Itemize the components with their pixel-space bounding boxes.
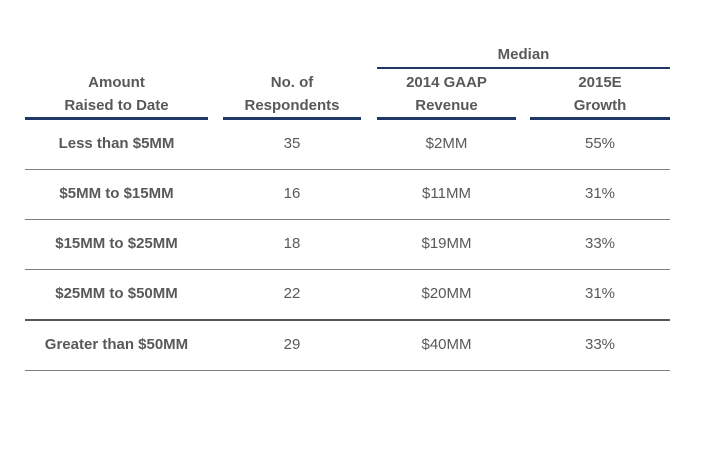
cell-revenue: $11MM <box>422 185 471 202</box>
cell-amount: Less than $5MM <box>58 135 175 152</box>
cell-respondents: 18 <box>283 235 301 252</box>
cell-respondents: 29 <box>283 336 301 353</box>
cell-revenue: $40MM <box>421 336 472 353</box>
column-rule-growth <box>530 117 670 120</box>
column-header-respondents: No. of Respondents <box>223 71 361 117</box>
column-rule-respondents <box>223 117 361 120</box>
cell-growth: 31% <box>584 185 616 202</box>
column-header-growth-line1: 2015E <box>578 74 622 91</box>
cell-revenue: $20MM <box>421 285 472 302</box>
table-row: Less than $5MM 35 $2MM 55% <box>25 119 670 169</box>
column-header-revenue-line1: 2014 GAAP <box>406 74 487 91</box>
cell-amount: $25MM to $50MM <box>55 285 178 302</box>
column-header-growth-line2: Growth <box>573 97 627 114</box>
table-row: $5MM to $15MM 16 $11MM 31% <box>25 169 670 219</box>
column-header-amount-line1: Amount <box>88 74 145 91</box>
row-divider <box>25 169 670 170</box>
column-header-amount-line2: Raised to Date <box>64 97 169 114</box>
column-header-respondents-line2: Respondents <box>244 97 340 114</box>
column-header-growth: 2015E Growth <box>530 71 670 117</box>
row-divider <box>25 219 670 220</box>
table-row: $25MM to $50MM 22 $20MM 31% <box>25 269 670 319</box>
cell-respondents: 22 <box>283 285 301 302</box>
column-header-respondents-line1: No. of <box>270 74 314 91</box>
column-rule-amount <box>25 117 208 120</box>
cell-growth: 55% <box>584 135 616 152</box>
median-group-header: Median <box>497 46 550 63</box>
cell-respondents: 35 <box>283 135 301 152</box>
row-divider <box>25 370 670 371</box>
column-header-amount: Amount Raised to Date <box>25 71 208 117</box>
cell-amount: Greater than $50MM <box>44 336 189 353</box>
cell-revenue: $2MM <box>425 135 468 152</box>
cell-growth: 33% <box>584 235 616 252</box>
cell-growth: 31% <box>584 285 616 302</box>
cell-revenue: $19MM <box>421 235 472 252</box>
median-group-rule <box>377 67 670 69</box>
table-row: $15MM to $25MM 18 $19MM 33% <box>25 219 670 269</box>
row-divider <box>25 319 670 321</box>
cell-respondents: 16 <box>283 185 301 202</box>
column-rule-revenue <box>377 117 516 120</box>
column-header-revenue: 2014 GAAP Revenue <box>377 71 516 117</box>
column-header-revenue-line2: Revenue <box>415 97 478 114</box>
cell-amount: $5MM to $15MM <box>59 185 174 202</box>
row-divider <box>25 269 670 270</box>
cell-amount: $15MM to $25MM <box>55 235 178 252</box>
table-row: Greater than $50MM 29 $40MM 33% <box>25 320 670 370</box>
cell-growth: 33% <box>584 336 616 353</box>
